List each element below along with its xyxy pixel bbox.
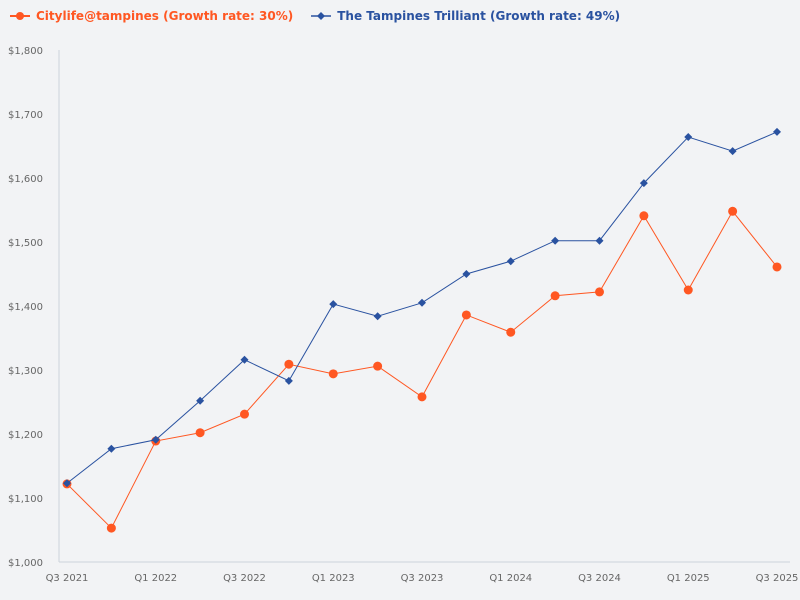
data-point [329,300,338,309]
data-point [195,428,205,438]
legend-item-citylife[interactable]: Citylife@tampines (Growth rate: 30%) [10,9,293,23]
data-point [417,392,427,402]
legend-marker-diamond-icon [311,12,332,20]
y-tick-label: $1,300 [8,366,43,377]
y-tick-label: $1,000 [8,558,43,569]
data-point [462,270,471,278]
data-point [728,206,738,216]
data-point [196,396,205,405]
data-point [595,287,604,297]
data-point [151,435,160,444]
series-line-1 [66,131,778,484]
data-point [63,479,71,488]
data-point [639,179,648,188]
x-tick-label: Q1 2022 [134,573,177,584]
y-tick-label: $1,200 [8,430,43,441]
data-point [595,236,604,245]
data-point [284,376,293,385]
data-point [506,257,515,266]
data-point [772,262,782,272]
data-point [107,444,116,453]
y-tick-label: $1,100 [8,494,43,505]
series-line-0 [66,210,778,529]
data-point [639,211,649,221]
data-point [240,355,249,364]
data-point [461,310,471,320]
data-point [773,127,781,136]
legend: Citylife@tampines (Growth rate: 30%) The… [10,9,620,23]
y-tick-label: $1,800 [8,46,43,57]
data-point [373,312,382,321]
data-point [240,409,249,419]
x-tick-label: Q1 2025 [667,573,710,584]
x-tick-label: Q3 2022 [223,573,266,584]
data-point [551,236,560,245]
y-tick-label: $1,600 [8,174,43,185]
data-point [418,298,426,307]
x-tick-label: Q1 2024 [489,573,532,584]
data-point [106,523,116,533]
data-point [284,359,294,369]
data-point [328,369,338,379]
data-point [550,291,560,301]
x-tick-label: Q3 2025 [756,573,799,584]
y-tick-label: $1,400 [8,302,43,313]
data-point [728,147,737,156]
x-tick-label: Q3 2023 [401,573,444,584]
data-point [506,327,516,337]
y-tick-label: $1,700 [8,110,43,121]
legend-item-trilliant[interactable]: The Tampines Trilliant (Growth rate: 49%… [311,9,620,23]
legend-marker-circle-icon [10,12,30,20]
data-point [683,285,693,295]
y-tick-label: $1,500 [8,238,43,249]
x-tick-label: Q3 2024 [578,573,621,584]
data-point [684,133,693,142]
legend-label: Citylife@tampines (Growth rate: 30%) [36,9,294,23]
x-tick-label: Q3 2021 [46,573,89,584]
x-tick-label: Q1 2023 [312,573,355,584]
legend-label: The Tampines Trilliant (Growth rate: 49%… [337,9,621,23]
data-point [373,361,383,371]
